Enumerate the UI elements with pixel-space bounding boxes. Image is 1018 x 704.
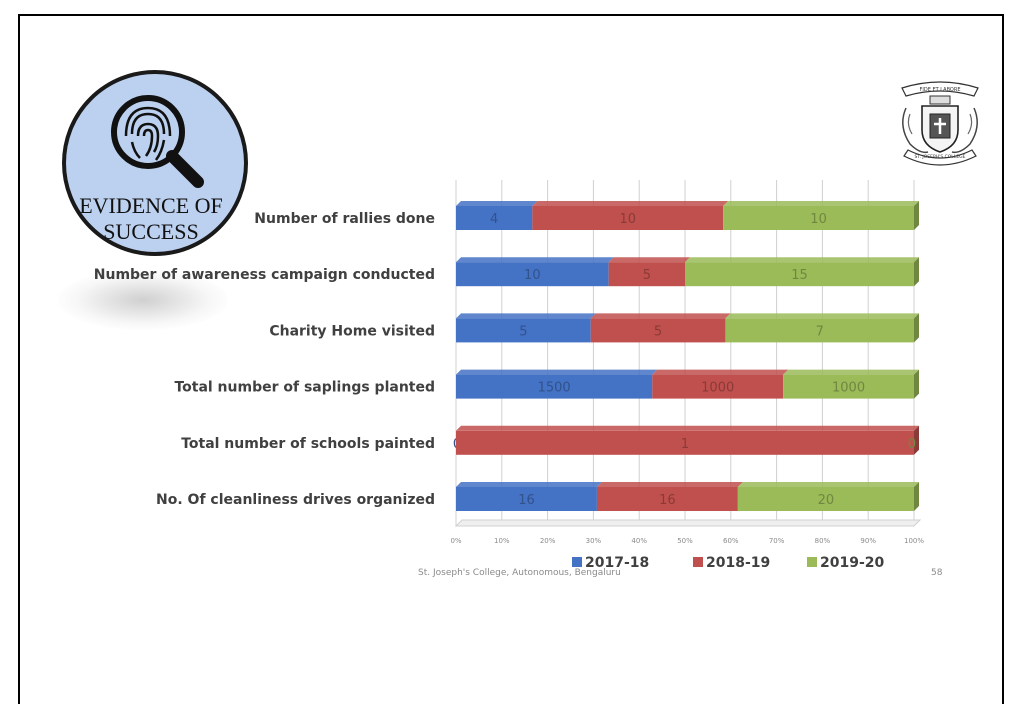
bar-segment bbox=[456, 262, 609, 287]
badge-title: EVIDENCE OF SUCCESS bbox=[60, 193, 242, 245]
x-tick-label: 20% bbox=[540, 537, 556, 545]
bar-segment-top bbox=[608, 257, 690, 263]
evidence-badge bbox=[62, 70, 248, 256]
data-label: 1500 bbox=[538, 381, 571, 396]
legend-item-2017-18: 2017-18 bbox=[572, 555, 649, 571]
bar-segment-top bbox=[456, 369, 658, 375]
legend-label: 2017-18 bbox=[585, 555, 650, 571]
data-label: 15 bbox=[791, 268, 808, 283]
bar-segment-top bbox=[685, 257, 919, 263]
bar-segment bbox=[725, 318, 914, 343]
footer-page-number: 58 bbox=[931, 568, 943, 578]
bar-segment bbox=[456, 430, 914, 455]
bar-segment bbox=[596, 487, 738, 511]
x-tick-label: 0% bbox=[450, 537, 461, 545]
legend-item-2019-20: 2019-20 bbox=[807, 555, 884, 571]
x-tick-label: 60% bbox=[723, 537, 739, 545]
bar-segment bbox=[532, 206, 724, 230]
data-label: 10 bbox=[810, 212, 827, 227]
bar-segment bbox=[685, 262, 914, 287]
legend-swatch-2019-20 bbox=[807, 557, 817, 567]
fingerprint-magnifier-icon bbox=[111, 95, 204, 188]
data-label: 1 bbox=[681, 437, 689, 452]
bar-segment-side bbox=[914, 369, 919, 399]
category-label: No. Of cleanliness drives organized bbox=[156, 492, 435, 508]
data-label: 16 bbox=[659, 493, 676, 508]
bar-segment bbox=[456, 374, 653, 399]
bar-segment-top bbox=[652, 369, 789, 375]
category-label: Charity Home visited bbox=[269, 323, 435, 339]
x-tick-label: 80% bbox=[815, 537, 831, 545]
badge-title-line2: SUCCESS bbox=[103, 219, 199, 244]
x-tick-label: 70% bbox=[769, 537, 785, 545]
legend-item-2018-19: 2018-19 bbox=[693, 555, 770, 571]
x-tick-label: 40% bbox=[631, 537, 647, 545]
data-label: 5 bbox=[654, 324, 662, 339]
x-tick-label: 50% bbox=[677, 537, 693, 545]
data-label: 5 bbox=[643, 268, 651, 283]
data-label: 4 bbox=[490, 212, 498, 227]
bar-segment bbox=[737, 487, 914, 511]
bar-segment bbox=[783, 374, 914, 399]
chart-floor bbox=[454, 519, 922, 527]
data-label: 1000 bbox=[701, 381, 734, 396]
data-label: 1000 bbox=[832, 381, 865, 396]
legend-swatch-2017-18 bbox=[572, 557, 582, 567]
bar-segment-top bbox=[456, 425, 919, 431]
bar-segment-top bbox=[590, 313, 731, 319]
bar-segment bbox=[456, 206, 533, 230]
bar-segment-top bbox=[456, 482, 602, 487]
bar-segment-side bbox=[914, 425, 919, 455]
bar-segment-side bbox=[914, 313, 919, 343]
data-label: 20 bbox=[818, 493, 835, 508]
bar-segment bbox=[608, 262, 685, 287]
crest-ribbon: ST. JOSEPH'S COLLEGE bbox=[915, 154, 966, 160]
x-tick-label: 90% bbox=[860, 537, 876, 545]
bar-segment-side bbox=[914, 201, 919, 230]
crest-motto: FIDE ET LABORE bbox=[920, 87, 961, 93]
data-label: 16 bbox=[518, 493, 535, 508]
college-crest-icon: FIDE ET LABORE ST. JOSEPH'S COLLEGE bbox=[901, 81, 979, 166]
bar-segment bbox=[652, 374, 784, 399]
bar-segment-top bbox=[456, 313, 596, 319]
legend-swatch-2018-19 bbox=[693, 557, 703, 567]
category-label: Total number of saplings planted bbox=[174, 380, 435, 396]
bar-segment-side bbox=[914, 257, 919, 287]
bar-segment-top bbox=[725, 313, 919, 319]
data-label: 5 bbox=[519, 324, 527, 339]
x-tick-label: 30% bbox=[586, 537, 602, 545]
bar-segment-top bbox=[456, 257, 614, 263]
category-label: Total number of schools painted bbox=[181, 436, 435, 452]
bar-segment-top bbox=[723, 201, 919, 206]
category-label: Number of awareness campaign conducted bbox=[94, 267, 435, 283]
bar-segment bbox=[456, 318, 591, 343]
footer-institution: St. Joseph's College, Autonomous, Bengal… bbox=[418, 568, 621, 578]
bar-segment bbox=[590, 318, 726, 343]
legend-label: 2018-19 bbox=[706, 555, 771, 571]
bar-segment-top bbox=[532, 201, 729, 206]
bar-segment-side bbox=[914, 482, 919, 511]
bar-segment-top bbox=[737, 482, 919, 487]
data-label: 10 bbox=[619, 212, 636, 227]
badge-shadow bbox=[58, 270, 228, 330]
x-tick-label: 10% bbox=[494, 537, 510, 545]
bar-segment-top bbox=[456, 201, 538, 206]
data-label: 0 bbox=[908, 437, 916, 452]
bar-segment-top bbox=[783, 369, 919, 375]
legend-label: 2019-20 bbox=[820, 555, 885, 571]
x-tick-label: 100% bbox=[904, 537, 924, 545]
badge-title-line1: EVIDENCE OF bbox=[79, 193, 223, 218]
bar-segment-top bbox=[596, 482, 743, 487]
bar-segment bbox=[723, 206, 914, 230]
data-label: 7 bbox=[816, 324, 824, 339]
data-label: 10 bbox=[524, 268, 541, 283]
bar-segment bbox=[456, 487, 597, 511]
category-label: Number of rallies done bbox=[254, 211, 435, 227]
